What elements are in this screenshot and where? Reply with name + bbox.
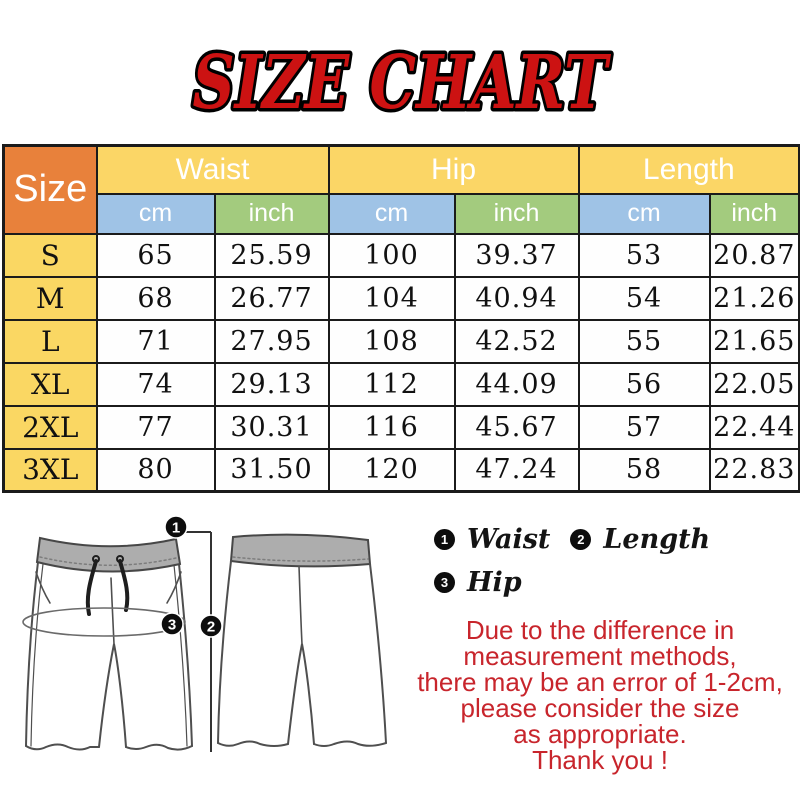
length-cm-value: 57: [577, 404, 711, 450]
hip-cm-value: 108: [327, 318, 456, 364]
table-row: 3XL 80 31.50 120 47.24 58 22.83: [2, 447, 800, 493]
length-cm-value: 58: [577, 447, 711, 493]
waist-inch-value: 25.59: [213, 232, 330, 278]
page-title: SIZE CHART: [193, 40, 612, 126]
waist-cm-value: 74: [95, 361, 216, 407]
marker-3-number: 3: [168, 617, 176, 634]
unit-header-hip-cm: cm: [327, 192, 456, 235]
size-label: 3XL: [2, 447, 98, 493]
unit-header-hip-inch: inch: [453, 192, 580, 235]
table-row: XL 74 29.13 112 44.09 56 22.05: [2, 361, 800, 407]
unit-header-waist-inch: inch: [213, 192, 330, 235]
length-cm-value: 56: [577, 361, 711, 407]
hip-inch-value: 40.94: [453, 275, 580, 321]
measurement-legend: 1 Waist 2 Length 3 Hip: [434, 524, 730, 610]
hip-cm-value: 112: [327, 361, 456, 407]
column-header-waist: Waist: [95, 144, 330, 195]
hip-cm-value: 100: [327, 232, 456, 278]
disclaimer-line: there may be an error of 1-2cm,: [417, 667, 783, 697]
legend-label-length: Length: [603, 524, 711, 555]
marker-badges: 1 2 3: [160, 515, 223, 638]
waist-cm-value: 77: [95, 404, 216, 450]
legend-row-2: 3 Hip: [434, 567, 730, 598]
length-inch-value: 21.65: [708, 318, 800, 364]
table-row: S 65 25.59 100 39.37 53 20.87: [2, 232, 800, 278]
hip-inch-value: 47.24: [453, 447, 580, 493]
legend-marker-3-icon: 3: [434, 572, 455, 593]
length-inch-value: 20.87: [708, 232, 800, 278]
hip-inch-value: 39.37: [453, 232, 580, 278]
legend-marker-2-icon: 2: [570, 529, 592, 550]
shorts-measurement-diagram: 1 2 3: [0, 500, 420, 765]
hip-inch-value: 45.67: [453, 404, 580, 450]
back-shorts-drawing: [217, 533, 387, 747]
waist-cm-value: 71: [95, 318, 216, 364]
waist-cm-value: 68: [95, 275, 216, 321]
disclaimer-line: please consider the size: [460, 693, 740, 723]
table-row: L 71 27.95 108 42.52 55 21.65: [2, 318, 800, 364]
table-row: M 68 26.77 104 40.94 54 21.26: [2, 275, 800, 321]
length-inch-value: 22.44: [708, 404, 800, 450]
marker-2-badge: [199, 614, 223, 638]
marker-1-badge: [164, 515, 188, 539]
waist-cm-value: 80: [95, 447, 216, 493]
size-chart-table: Size Waist Hip Length cm inch cm inch cm…: [2, 144, 800, 493]
hip-cm-value: 120: [327, 447, 456, 493]
table-group-header-row: Size Waist Hip Length: [2, 144, 800, 235]
shorts-diagram-art: 1 2 3: [22, 515, 387, 752]
unit-header-waist-cm: cm: [95, 192, 216, 235]
size-chart-title-art: SIZE CHART: [189, 37, 615, 130]
size-label: XL: [2, 361, 98, 407]
disclaimer-line: Due to the difference in: [465, 615, 735, 645]
waist-inch-value: 31.50: [213, 447, 330, 493]
marker-3-badge: [160, 612, 184, 636]
front-shorts-drawing: [22, 536, 193, 751]
waist-inch-value: 26.77: [213, 275, 330, 321]
waist-inch-value: 27.95: [213, 318, 330, 364]
page-title-banner: SIZE CHART: [0, 28, 800, 138]
waist-inch-value: 30.31: [213, 404, 330, 450]
hip-cm-value: 104: [327, 275, 456, 321]
size-label: S: [2, 232, 98, 278]
hip-inch-value: 44.09: [453, 361, 580, 407]
measurement-disclaimer: Due to the difference in measurement met…: [392, 617, 800, 773]
disclaimer-line: Thank you !: [532, 745, 668, 775]
hip-inch-value: 42.52: [453, 318, 580, 364]
hip-cm-value: 116: [327, 404, 456, 450]
disclaimer-line: measurement methods,: [463, 641, 737, 671]
size-label: M: [2, 275, 98, 321]
size-label: 2XL: [2, 404, 98, 450]
length-cm-value: 54: [577, 275, 711, 321]
legend-label-waist: Waist: [467, 524, 551, 555]
marker-1-number: 1: [172, 520, 180, 537]
waist-inch-value: 29.13: [213, 361, 330, 407]
legend-row-1: 1 Waist 2 Length: [434, 524, 730, 555]
column-header-size: Size: [2, 144, 98, 235]
column-header-hip: Hip: [327, 144, 580, 195]
length-inch-value: 22.83: [708, 447, 800, 493]
legend-label-hip: Hip: [467, 567, 522, 598]
column-header-length: Length: [577, 144, 800, 195]
marker-2-number: 2: [207, 619, 215, 636]
table-row: 2XL 77 30.31 116 45.67 57 22.44: [2, 404, 800, 450]
length-cm-value: 53: [577, 232, 711, 278]
size-label: L: [2, 318, 98, 364]
unit-header-length-cm: cm: [577, 192, 711, 235]
unit-header-length-inch: inch: [708, 192, 800, 235]
length-inch-value: 21.26: [708, 275, 800, 321]
table-unit-header-row: cm inch cm inch cm inch: [4, 192, 800, 235]
length-cm-value: 55: [577, 318, 711, 364]
legend-marker-1-icon: 1: [434, 529, 455, 550]
waist-cm-value: 65: [95, 232, 216, 278]
length-inch-value: 22.05: [708, 361, 800, 407]
disclaimer-line: as appropriate.: [513, 719, 687, 749]
measurement-lines: [183, 531, 212, 752]
